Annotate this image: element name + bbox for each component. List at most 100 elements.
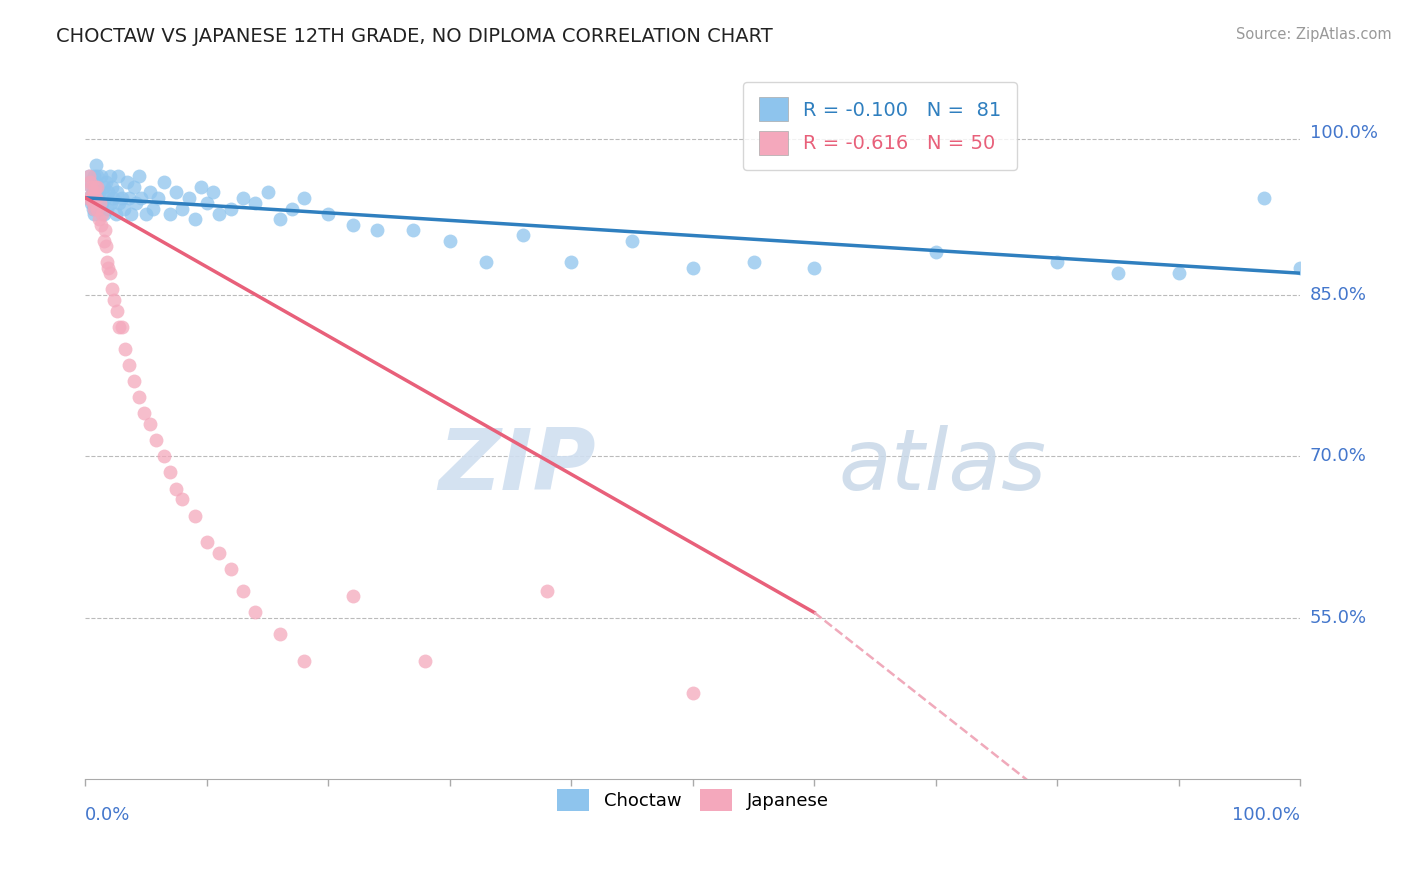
Point: [83, 207, 105, 221]
Point: [84, 180, 107, 194]
Point: [128, 169, 150, 184]
Point: [621, 234, 644, 248]
Point: [245, 606, 267, 620]
Point: [536, 584, 558, 599]
Point: [172, 492, 194, 507]
Text: 55.0%: 55.0%: [1310, 609, 1367, 627]
Point: [402, 223, 425, 237]
Point: [86, 169, 108, 184]
Point: [439, 234, 461, 248]
Point: [86, 202, 108, 216]
Point: [475, 255, 498, 269]
Point: [128, 390, 150, 404]
Point: [80, 180, 103, 194]
Point: [91, 196, 114, 211]
Point: [269, 212, 291, 227]
Point: [93, 180, 115, 194]
Point: [84, 191, 107, 205]
Point: [83, 186, 105, 200]
Point: [107, 169, 129, 184]
Point: [77, 169, 100, 184]
Point: [292, 654, 315, 668]
Point: [183, 212, 205, 227]
Point: [93, 234, 115, 248]
Point: [87, 212, 110, 227]
Point: [190, 180, 212, 194]
Point: [77, 169, 100, 184]
Point: [80, 196, 103, 211]
Point: [115, 175, 138, 189]
Point: [1046, 255, 1069, 269]
Point: [366, 223, 388, 237]
Point: [89, 196, 111, 211]
Point: [89, 202, 111, 216]
Point: [925, 244, 948, 259]
Point: [512, 228, 534, 243]
Point: [208, 207, 231, 221]
Point: [94, 175, 117, 189]
Point: [1167, 266, 1189, 280]
Point: [682, 686, 704, 700]
Point: [122, 180, 145, 194]
Point: [219, 202, 242, 216]
Point: [83, 169, 105, 184]
Point: [118, 191, 141, 205]
Point: [103, 293, 125, 307]
Point: [93, 191, 115, 205]
Text: 100.0%: 100.0%: [1232, 806, 1301, 824]
Point: [76, 191, 98, 205]
Point: [84, 175, 107, 189]
Point: [1253, 191, 1275, 205]
Point: [172, 202, 194, 216]
Point: [84, 159, 107, 173]
Point: [105, 186, 128, 200]
Point: [342, 590, 364, 604]
Point: [86, 180, 108, 194]
Point: [100, 196, 122, 211]
Point: [76, 191, 98, 205]
Point: [101, 180, 124, 194]
Point: [93, 207, 115, 221]
Point: [145, 433, 167, 447]
Point: [148, 191, 170, 205]
Point: [108, 320, 131, 334]
Point: [1107, 266, 1129, 280]
Text: Source: ZipAtlas.com: Source: ZipAtlas.com: [1236, 27, 1392, 42]
Point: [103, 191, 125, 205]
Text: 0.0%: 0.0%: [86, 806, 131, 824]
Point: [195, 535, 218, 549]
Text: 85.0%: 85.0%: [1310, 285, 1367, 304]
Point: [97, 186, 120, 200]
Point: [90, 169, 112, 184]
Point: [108, 196, 131, 211]
Point: [129, 191, 152, 205]
Point: [135, 207, 157, 221]
Point: [112, 202, 135, 216]
Point: [165, 186, 187, 200]
Point: [165, 482, 187, 496]
Point: [142, 202, 165, 216]
Text: 100.0%: 100.0%: [1310, 124, 1378, 142]
Point: [153, 450, 176, 464]
Point: [86, 191, 108, 205]
Point: [195, 196, 218, 211]
Point: [1289, 260, 1312, 275]
Point: [111, 320, 134, 334]
Point: [245, 196, 267, 211]
Point: [415, 654, 437, 668]
Point: [159, 466, 181, 480]
Point: [82, 196, 104, 211]
Point: [742, 255, 765, 269]
Point: [93, 223, 115, 237]
Point: [122, 374, 145, 388]
Point: [138, 186, 160, 200]
Point: [80, 191, 103, 205]
Point: [83, 202, 105, 216]
Point: [281, 202, 304, 216]
Point: [80, 180, 103, 194]
Text: atlas: atlas: [838, 425, 1046, 508]
Point: [97, 260, 120, 275]
Point: [682, 260, 704, 275]
Point: [96, 202, 118, 216]
Point: [159, 207, 181, 221]
